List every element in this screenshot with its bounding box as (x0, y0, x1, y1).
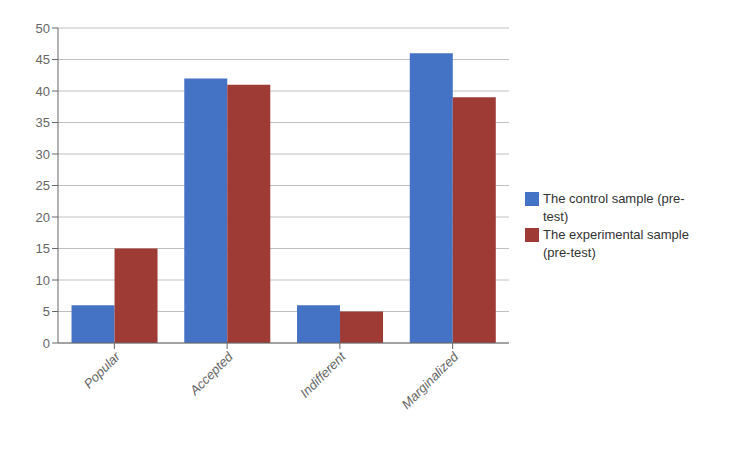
html-text:The control sample (pre-test): The control sample (pre-test) (543, 190, 685, 224)
svg-text:Marginalized: Marginalized (399, 348, 462, 411)
svg-text:35: 35 (36, 115, 50, 130)
svg-text:Indifferent: Indifferent (297, 348, 349, 400)
svg-text:Popular: Popular (81, 349, 124, 392)
svg-text:40: 40 (36, 84, 50, 99)
svg-text:Accepted: Accepted (186, 348, 236, 398)
html-text:The experimental sample (pre-t: The experimental sample (pre-test) (543, 226, 689, 260)
svg-text:50: 50 (36, 21, 50, 36)
svg-text:0: 0 (43, 336, 50, 351)
svg-text:30: 30 (36, 147, 50, 162)
svg-text:20: 20 (36, 210, 50, 225)
svg-text:15: 15 (36, 241, 50, 256)
svg-text:45: 45 (36, 52, 50, 67)
svg-text:10: 10 (36, 273, 50, 288)
svg-text:25: 25 (36, 178, 50, 193)
svg-text:5: 5 (43, 304, 50, 319)
